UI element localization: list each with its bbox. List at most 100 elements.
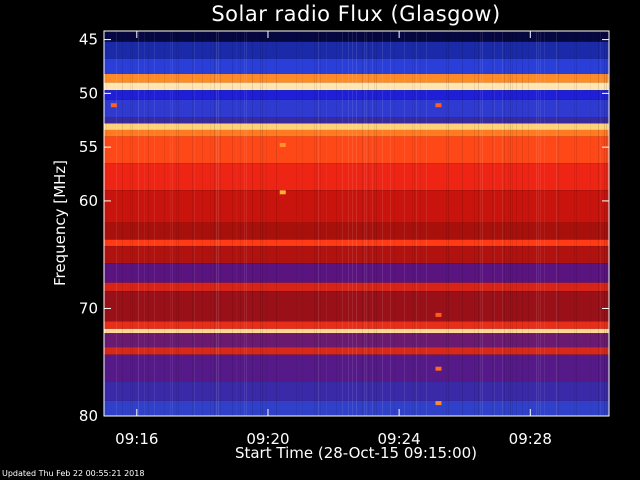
time-stripe xyxy=(420,31,421,416)
time-stripe xyxy=(558,31,559,416)
y-tick-label-0: 45 xyxy=(79,31,98,49)
x-tick-label-1: 09:20 xyxy=(246,430,289,448)
hot-spot-3 xyxy=(435,103,442,108)
time-stripe xyxy=(366,31,367,416)
time-stripe xyxy=(382,31,383,416)
time-stripe xyxy=(590,31,591,416)
frequency-band-12 xyxy=(104,190,609,223)
frequency-band-21 xyxy=(104,333,609,348)
time-stripe xyxy=(512,31,513,416)
time-stripe xyxy=(132,31,133,416)
time-stripe xyxy=(482,31,483,416)
frequency-band-7 xyxy=(104,117,609,124)
hot-spot-0 xyxy=(279,190,286,195)
time-stripe xyxy=(178,31,179,416)
chart-title: Solar radio Flux (Glasgow) xyxy=(211,2,501,26)
time-stripe xyxy=(260,31,261,416)
time-stripe xyxy=(374,31,375,416)
time-stripe xyxy=(316,31,317,416)
time-stripe xyxy=(448,31,449,416)
time-stripe xyxy=(144,31,145,416)
frequency-band-11 xyxy=(104,163,609,191)
time-stripe xyxy=(170,31,171,416)
time-stripe xyxy=(502,31,503,416)
time-stripe xyxy=(604,31,605,416)
frequency-band-6 xyxy=(104,99,609,118)
frequency-band-14 xyxy=(104,239,609,247)
time-stripe xyxy=(494,31,495,416)
time-stripe xyxy=(266,31,267,416)
time-stripe xyxy=(244,31,245,416)
frequency-band-3 xyxy=(104,74,609,83)
updated-timestamp: Updated Thu Feb 22 00:55:21 2018 xyxy=(2,469,145,478)
frequency-band-10 xyxy=(104,136,609,164)
time-stripe xyxy=(390,31,391,416)
time-stripe xyxy=(414,31,415,416)
time-stripe xyxy=(302,31,303,416)
time-stripe xyxy=(556,31,557,416)
time-stripe xyxy=(122,31,123,416)
x-axis-label: Start Time (28-Oct-15 09:15:00) xyxy=(234,444,478,462)
y-tick-label-3: 60 xyxy=(79,192,98,210)
time-stripe xyxy=(352,31,353,416)
time-stripe xyxy=(116,31,117,416)
time-stripe xyxy=(194,31,195,416)
time-stripe xyxy=(480,31,481,416)
time-stripe xyxy=(362,31,363,416)
frequency-band-17 xyxy=(104,282,609,292)
time-stripe xyxy=(326,31,327,416)
time-stripe xyxy=(246,31,247,416)
time-stripe xyxy=(606,31,607,416)
time-stripe xyxy=(446,31,447,416)
time-stripe xyxy=(412,31,413,416)
time-stripe xyxy=(232,31,233,416)
frequency-band-24 xyxy=(104,381,609,401)
frequency-band-18 xyxy=(104,291,609,322)
time-stripe xyxy=(536,31,537,416)
time-stripe xyxy=(504,31,505,416)
time-stripe xyxy=(214,31,215,416)
time-stripe xyxy=(522,31,523,416)
y-tick-label-5: 80 xyxy=(79,407,98,425)
time-stripe xyxy=(320,31,321,416)
time-stripe xyxy=(236,31,237,416)
time-stripe xyxy=(314,31,315,416)
time-stripe xyxy=(576,31,577,416)
time-stripe xyxy=(130,31,131,416)
frequency-band-22 xyxy=(104,347,609,355)
frequency-band-8 xyxy=(104,123,609,130)
time-stripe xyxy=(544,31,545,416)
time-stripe xyxy=(154,31,155,416)
time-stripe xyxy=(138,31,139,416)
time-stripe xyxy=(218,31,219,416)
time-stripe xyxy=(240,31,241,416)
time-stripe xyxy=(220,31,221,416)
spectrogram-time-stripes xyxy=(106,31,609,416)
frequency-band-19 xyxy=(104,321,609,329)
time-stripe xyxy=(508,31,509,416)
time-stripe xyxy=(376,31,377,416)
time-stripe xyxy=(172,31,173,416)
time-stripe xyxy=(216,31,217,416)
frequency-band-5 xyxy=(104,90,609,100)
time-stripe xyxy=(356,31,357,416)
hot-spot-2 xyxy=(110,103,117,108)
y-tick-label-4: 70 xyxy=(79,299,98,317)
time-stripe xyxy=(598,31,599,416)
y-tick-label-2: 55 xyxy=(79,138,98,156)
time-stripe xyxy=(372,31,373,416)
time-stripe xyxy=(276,31,277,416)
time-stripe xyxy=(394,31,395,416)
time-stripe xyxy=(192,31,193,416)
x-tick-label-0: 09:16 xyxy=(115,430,158,448)
time-stripe xyxy=(416,31,417,416)
time-stripe xyxy=(540,31,541,416)
time-stripe xyxy=(336,31,337,416)
time-stripe xyxy=(510,31,511,416)
time-stripe xyxy=(528,31,529,416)
time-stripe xyxy=(342,31,343,416)
frequency-band-0 xyxy=(104,31,609,42)
y-axis-label-text: Frequency [MHz] xyxy=(51,159,69,287)
time-stripe xyxy=(318,31,319,416)
